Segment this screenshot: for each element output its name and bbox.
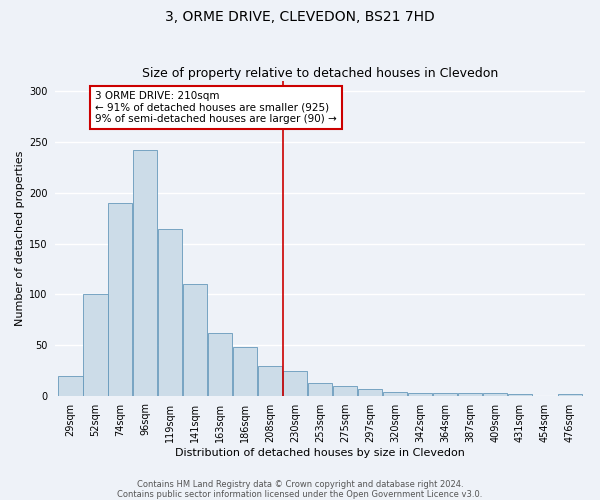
Text: 3 ORME DRIVE: 210sqm
← 91% of detached houses are smaller (925)
9% of semi-detac: 3 ORME DRIVE: 210sqm ← 91% of detached h…	[95, 91, 337, 124]
Bar	[258, 366, 283, 396]
Bar	[458, 393, 482, 396]
Y-axis label: Number of detached properties: Number of detached properties	[15, 150, 25, 326]
Bar	[83, 294, 107, 396]
X-axis label: Distribution of detached houses by size in Clevedon: Distribution of detached houses by size …	[175, 448, 465, 458]
Bar	[208, 333, 232, 396]
Bar	[183, 284, 208, 396]
Bar	[108, 203, 133, 396]
Bar	[333, 386, 358, 396]
Bar	[158, 230, 182, 396]
Bar	[133, 150, 157, 396]
Bar	[383, 392, 407, 396]
Bar	[508, 394, 532, 396]
Bar	[308, 383, 332, 396]
Bar	[283, 370, 307, 396]
Bar	[483, 393, 507, 396]
Bar	[358, 389, 382, 396]
Bar	[433, 393, 457, 396]
Text: Contains HM Land Registry data © Crown copyright and database right 2024.
Contai: Contains HM Land Registry data © Crown c…	[118, 480, 482, 499]
Bar	[558, 394, 582, 396]
Bar	[58, 376, 83, 396]
Title: Size of property relative to detached houses in Clevedon: Size of property relative to detached ho…	[142, 66, 499, 80]
Bar	[408, 393, 432, 396]
Text: 3, ORME DRIVE, CLEVEDON, BS21 7HD: 3, ORME DRIVE, CLEVEDON, BS21 7HD	[165, 10, 435, 24]
Bar	[233, 348, 257, 396]
